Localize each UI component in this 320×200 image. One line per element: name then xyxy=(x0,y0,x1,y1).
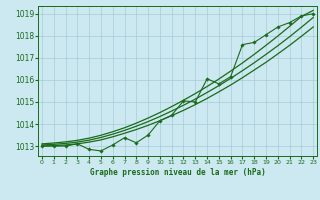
X-axis label: Graphe pression niveau de la mer (hPa): Graphe pression niveau de la mer (hPa) xyxy=(90,168,266,177)
